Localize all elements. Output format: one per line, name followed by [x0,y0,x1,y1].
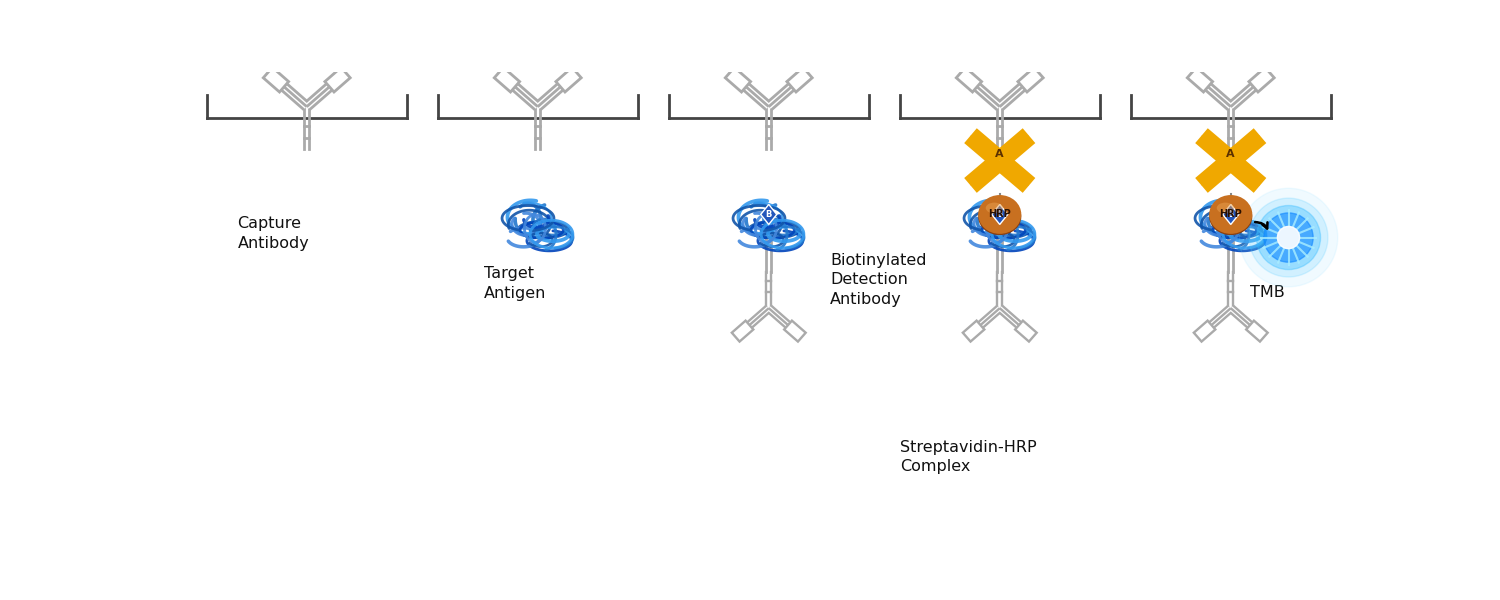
Polygon shape [1017,173,1029,187]
Polygon shape [326,67,350,92]
Text: Target
Antigen: Target Antigen [484,266,546,301]
Ellipse shape [1209,199,1252,235]
Text: B: B [1227,210,1234,219]
Polygon shape [495,67,519,92]
Text: HRP: HRP [1220,209,1242,220]
Polygon shape [732,320,753,341]
Polygon shape [957,67,981,92]
Text: Streptavidin-HRP
Complex: Streptavidin-HRP Complex [900,440,1036,475]
Ellipse shape [1216,203,1234,214]
Text: Capture
Antibody: Capture Antibody [237,216,309,251]
Polygon shape [760,205,777,224]
Text: B: B [765,210,772,219]
Ellipse shape [1209,195,1252,234]
Text: TMB: TMB [1250,286,1284,301]
Polygon shape [1019,67,1042,92]
Polygon shape [1248,173,1260,187]
Polygon shape [970,173,982,187]
Polygon shape [1202,134,1214,148]
Text: A: A [996,149,1004,160]
Circle shape [1257,206,1320,269]
Polygon shape [1246,320,1268,341]
Polygon shape [1194,320,1215,341]
Polygon shape [264,67,288,92]
Polygon shape [556,67,580,92]
Text: B: B [996,210,1004,219]
Ellipse shape [986,203,1004,214]
Polygon shape [963,320,984,341]
Text: HRP: HRP [988,209,1011,220]
Polygon shape [784,320,806,341]
Circle shape [1264,213,1312,262]
Circle shape [1278,226,1299,248]
Polygon shape [992,205,1008,224]
Polygon shape [1248,134,1260,148]
Circle shape [1250,198,1328,277]
Polygon shape [788,67,812,92]
Polygon shape [970,134,982,148]
Polygon shape [1016,320,1036,341]
Ellipse shape [978,195,1022,234]
Polygon shape [1222,205,1239,224]
Text: A: A [1227,149,1234,160]
Polygon shape [1188,67,1212,92]
Ellipse shape [978,199,1022,235]
Polygon shape [1202,173,1214,187]
Polygon shape [1017,134,1029,148]
Polygon shape [1250,67,1274,92]
Polygon shape [726,67,750,92]
Circle shape [1239,188,1338,287]
Text: Biotinylated
Detection
Antibody: Biotinylated Detection Antibody [831,253,927,307]
